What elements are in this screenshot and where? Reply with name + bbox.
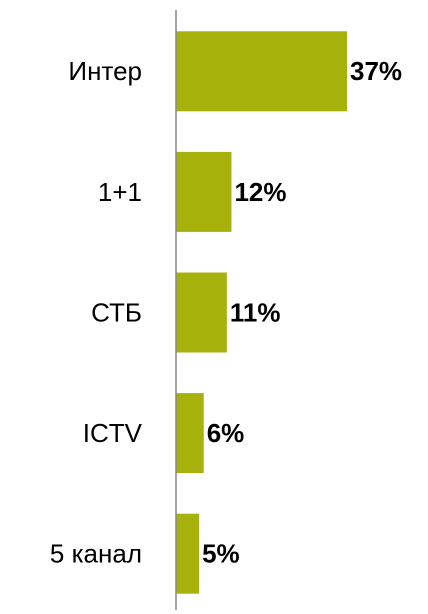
- bar: [176, 393, 204, 474]
- bar: [176, 513, 200, 594]
- value-label: 6%: [207, 418, 245, 448]
- category-label: ICTV: [83, 418, 143, 448]
- bar: [176, 272, 227, 353]
- value-label: 11%: [230, 297, 281, 327]
- value-label: 12%: [234, 177, 286, 207]
- bar: [176, 31, 347, 112]
- category-label: 1+1: [98, 177, 142, 207]
- value-label: 37%: [350, 56, 402, 86]
- category-label: Интер: [68, 56, 142, 86]
- category-label: СТБ: [91, 297, 142, 327]
- bar: [176, 151, 232, 232]
- category-label: 5 канал: [50, 539, 142, 569]
- value-label: 5%: [202, 539, 240, 569]
